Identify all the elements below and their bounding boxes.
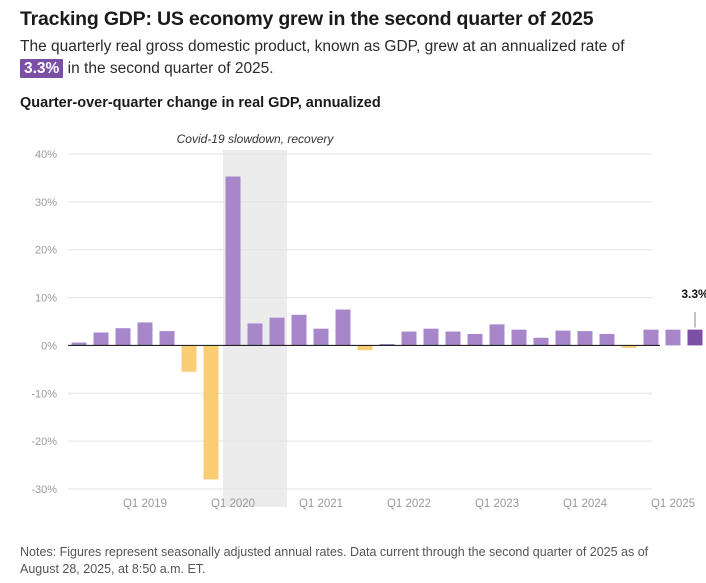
bar bbox=[621, 345, 637, 348]
notes: Notes: Figures represent seasonally adju… bbox=[20, 545, 649, 576]
y-tick-label: -30% bbox=[31, 484, 57, 496]
bar bbox=[247, 323, 263, 346]
bar bbox=[445, 331, 461, 346]
x-tick-label: Q1 2022 bbox=[387, 498, 431, 510]
bar bbox=[137, 322, 153, 346]
bar bbox=[533, 337, 549, 346]
bar bbox=[181, 345, 197, 372]
chart-title: Quarter-over-quarter change in real GDP,… bbox=[20, 95, 381, 111]
subtitle-highlight-badge: 3.3% bbox=[20, 59, 64, 78]
bar bbox=[225, 176, 241, 346]
y-tick-label: -20% bbox=[31, 436, 57, 448]
bar bbox=[115, 328, 131, 346]
x-tick-label: Q1 2020 bbox=[211, 498, 255, 510]
bar bbox=[401, 331, 417, 346]
y-tick-label: 40% bbox=[35, 149, 57, 161]
bar bbox=[379, 343, 395, 346]
bar bbox=[489, 324, 505, 346]
bar bbox=[423, 328, 439, 346]
bar bbox=[643, 329, 659, 346]
callout-label: 3.3% bbox=[681, 287, 706, 301]
x-tick-label: Q1 2019 bbox=[123, 498, 167, 510]
bar bbox=[93, 332, 109, 346]
y-tick-label: 10% bbox=[35, 293, 57, 305]
y-tick-label: 30% bbox=[35, 197, 57, 209]
subtitle: The quarterly real gross domestic produc… bbox=[20, 36, 660, 80]
gdp-bar-chart: Covid-19 slowdown, recovery 40% 30% 20% 10% 0… bbox=[31, 132, 706, 510]
bar bbox=[159, 331, 175, 346]
bar bbox=[665, 329, 681, 346]
bar bbox=[71, 342, 87, 346]
bar bbox=[291, 314, 307, 346]
bar bbox=[269, 317, 285, 346]
bar bbox=[555, 330, 571, 346]
bar bbox=[467, 333, 483, 346]
bar bbox=[599, 333, 615, 346]
x-tick-label: Q1 2025 bbox=[651, 498, 695, 510]
bar bbox=[335, 309, 351, 346]
y-tick-label: 0% bbox=[41, 340, 57, 352]
subtitle-text: The quarterly real gross domestic produc… bbox=[20, 38, 625, 55]
page-title: Tracking GDP: US economy grew in the sec… bbox=[20, 8, 594, 30]
y-tick-label: 20% bbox=[35, 245, 57, 257]
bar bbox=[313, 328, 329, 346]
bar bbox=[357, 345, 373, 351]
y-tick-label: -10% bbox=[31, 388, 57, 400]
x-tick-label: Q1 2024 bbox=[563, 498, 608, 510]
bar bbox=[687, 329, 703, 346]
bar bbox=[577, 331, 593, 346]
x-tick-label: Q1 2021 bbox=[299, 498, 343, 510]
covid-region-label: Covid-19 slowdown, recovery bbox=[177, 132, 335, 146]
subtitle-text-end: in the second quarter of 2025. bbox=[67, 60, 274, 77]
bar bbox=[511, 329, 527, 346]
bar bbox=[203, 345, 219, 480]
x-tick-label: Q1 2023 bbox=[475, 498, 519, 510]
